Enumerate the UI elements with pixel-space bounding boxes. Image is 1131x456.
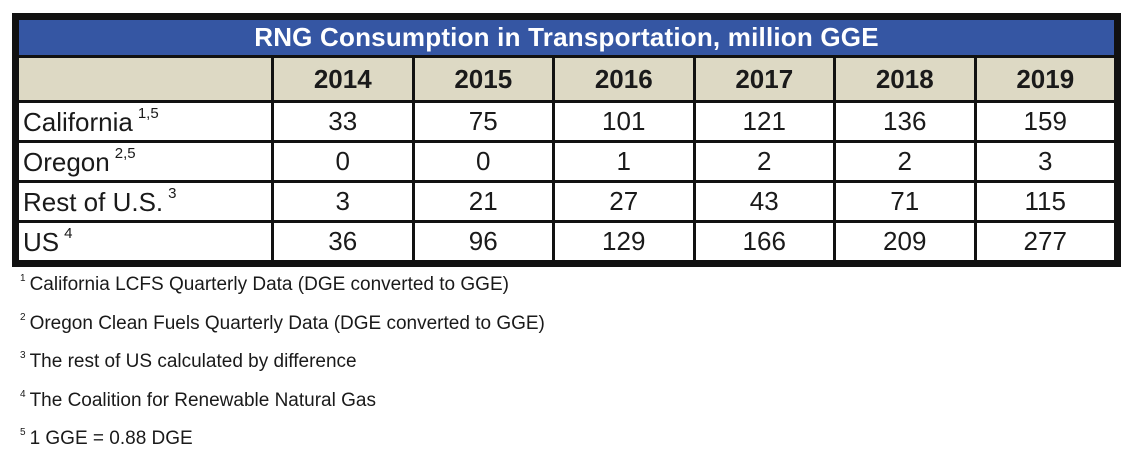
value-cell: 33 xyxy=(271,100,415,143)
row-label-california: California 1,5 xyxy=(16,100,274,143)
value-cell: 166 xyxy=(692,220,836,263)
value-cell: 21 xyxy=(411,180,555,223)
footnote: 1 California LCFS Quarterly Data (DGE con… xyxy=(20,263,1120,302)
row-label-text: US xyxy=(23,227,60,257)
footnote-ref: 3 xyxy=(168,185,177,202)
value-cell: 27 xyxy=(552,180,696,223)
year-header: 2018 xyxy=(833,55,977,103)
row-label-us: US 4 xyxy=(16,220,274,263)
footnote-text: Oregon Clean Fuels Quarterly Data (DGE c… xyxy=(29,312,545,334)
row-label-text: Oregon xyxy=(23,147,110,177)
row-label-oregon: Oregon 2,5 xyxy=(16,140,274,183)
value-cell: 209 xyxy=(833,220,977,263)
footnote: 3 The rest of US calculated by difference xyxy=(20,340,1120,379)
year-header: 2016 xyxy=(552,55,696,103)
value-cell: 3 xyxy=(271,180,415,223)
footnote-text: The rest of US calculated by difference xyxy=(29,351,357,372)
footnote-ref: 1,5 xyxy=(137,105,159,122)
value-cell: 129 xyxy=(552,220,696,263)
value-cell: 96 xyxy=(411,220,555,263)
rng-consumption-table: RNG Consumption in Transportation, milli… xyxy=(16,17,1117,263)
value-cell: 2 xyxy=(833,140,977,183)
value-cell: 36 xyxy=(271,220,415,263)
value-cell: 75 xyxy=(411,100,555,143)
row-label-text: California xyxy=(23,107,133,137)
value-cell: 43 xyxy=(692,180,836,223)
value-cell: 3 xyxy=(973,140,1117,183)
table-row-us: US 4 36 96 129 166 209 277 xyxy=(16,220,1117,263)
value-cell: 136 xyxy=(833,100,977,143)
value-cell: 0 xyxy=(411,140,555,183)
footnotes: 1 California LCFS Quarterly Data (DGE con… xyxy=(20,263,1120,456)
footnote-ref: 4 xyxy=(64,225,73,242)
footnote: 4 The Coalition for Renewable Natural Gas xyxy=(20,379,1120,418)
row-label-rest-of-us: Rest of U.S. 3 xyxy=(16,180,274,223)
table-row-oregon: Oregon 2,5 0 0 1 2 2 3 xyxy=(16,140,1117,183)
footnote-number: 1 xyxy=(20,273,26,284)
table-title: RNG Consumption in Transportation, milli… xyxy=(16,17,1117,58)
footnote-number: 3 xyxy=(20,350,26,361)
table-row-rest-of-us: Rest of U.S. 3 3 21 27 43 71 115 xyxy=(16,180,1117,223)
year-header: 2017 xyxy=(692,55,836,103)
footnote-text: California LCFS Quarterly Data (DGE conv… xyxy=(29,274,509,295)
rng-consumption-table-frame: RNG Consumption in Transportation, milli… xyxy=(12,13,1121,267)
year-header: 2015 xyxy=(411,55,555,103)
footnote-text: The Coalition for Renewable Natural Gas xyxy=(29,389,376,411)
footnote-number: 4 xyxy=(20,388,26,400)
row-label-text: Rest of U.S. xyxy=(23,187,164,217)
footnote-number: 2 xyxy=(20,311,26,323)
table-title-row: RNG Consumption in Transportation, milli… xyxy=(16,17,1117,58)
value-cell: 0 xyxy=(271,140,415,183)
table-row-california: California 1,5 33 75 101 121 136 159 xyxy=(16,100,1117,143)
year-header: 2014 xyxy=(271,55,415,103)
footnote-text: 1 GGE = 0.88 DGE xyxy=(29,428,193,449)
value-cell: 2 xyxy=(692,140,836,183)
value-cell: 1 xyxy=(552,140,696,183)
footnote: 2 Oregon Clean Fuels Quarterly Data (DGE … xyxy=(20,302,1120,341)
year-header: 2019 xyxy=(973,55,1117,103)
value-cell: 115 xyxy=(973,180,1117,223)
footnote-number: 5 xyxy=(20,427,26,438)
footnote-ref: 2,5 xyxy=(114,145,136,162)
value-cell: 71 xyxy=(833,180,977,223)
year-header-row: 2014 2015 2016 2017 2018 2019 xyxy=(16,55,1117,103)
value-cell: 277 xyxy=(973,220,1117,263)
header-corner-cell xyxy=(16,55,274,103)
value-cell: 101 xyxy=(552,100,696,143)
value-cell: 121 xyxy=(692,100,836,143)
value-cell: 159 xyxy=(973,100,1117,143)
